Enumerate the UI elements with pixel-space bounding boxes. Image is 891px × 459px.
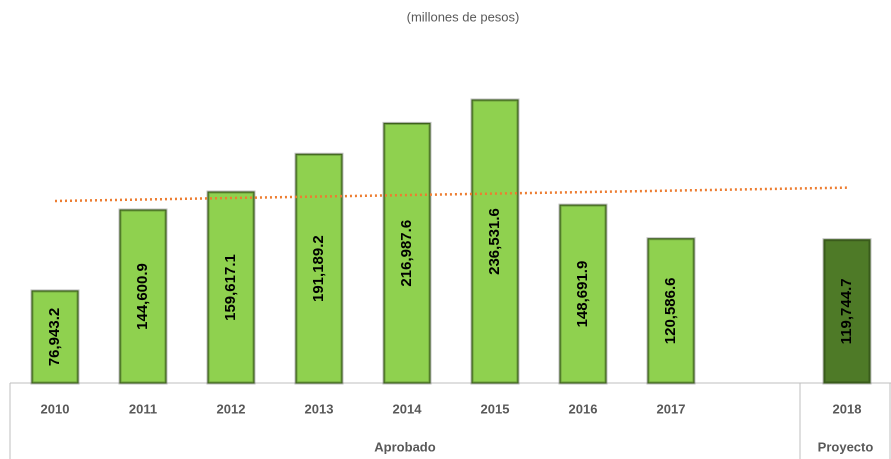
bar xyxy=(207,191,255,384)
value-label: 119,744.7 xyxy=(838,278,855,344)
bar-shade xyxy=(118,208,168,385)
bar-shade xyxy=(822,238,872,385)
trendline xyxy=(54,186,848,203)
bar xyxy=(119,209,167,384)
x-tick-label: 2013 xyxy=(305,401,334,416)
bar xyxy=(823,239,871,384)
bar xyxy=(471,99,519,384)
bar-shade xyxy=(382,121,432,385)
x-tick-label: 2017 xyxy=(657,401,686,416)
bar xyxy=(295,153,343,384)
value-label: 144,600.9 xyxy=(134,263,151,330)
x-tick-label: 2016 xyxy=(569,401,598,416)
x-tick-label: 2015 xyxy=(481,401,510,416)
value-label: 236,531.6 xyxy=(486,208,503,275)
value-label: 76,943.2 xyxy=(46,308,63,366)
bar-shade xyxy=(294,152,344,385)
bar-shade xyxy=(206,190,256,385)
bar-shade xyxy=(470,98,520,385)
bar xyxy=(383,122,431,384)
x-tick-label: 2011 xyxy=(129,401,157,416)
value-label: 120,586.6 xyxy=(662,277,679,344)
group-label: Aprobado xyxy=(374,439,435,454)
x-tick-label: 2012 xyxy=(217,401,246,416)
bar xyxy=(647,238,695,384)
value-label: 159,617.1 xyxy=(222,254,239,321)
chart-subtitle: (millones de pesos) xyxy=(407,9,520,24)
bar xyxy=(31,290,79,384)
x-tick-label: 2018 xyxy=(833,401,862,416)
value-label: 191,189.2 xyxy=(310,235,327,302)
value-label: 216,987.6 xyxy=(398,220,415,287)
bar-shade xyxy=(30,289,80,385)
bar-shade xyxy=(646,237,696,385)
x-tick-label: 2014 xyxy=(393,401,423,416)
value-label: 148,691.9 xyxy=(574,261,591,328)
x-tick-label: 2010 xyxy=(41,401,70,416)
group-label: Proyecto xyxy=(818,439,874,454)
bar-shade xyxy=(558,203,608,385)
bar xyxy=(559,204,607,384)
